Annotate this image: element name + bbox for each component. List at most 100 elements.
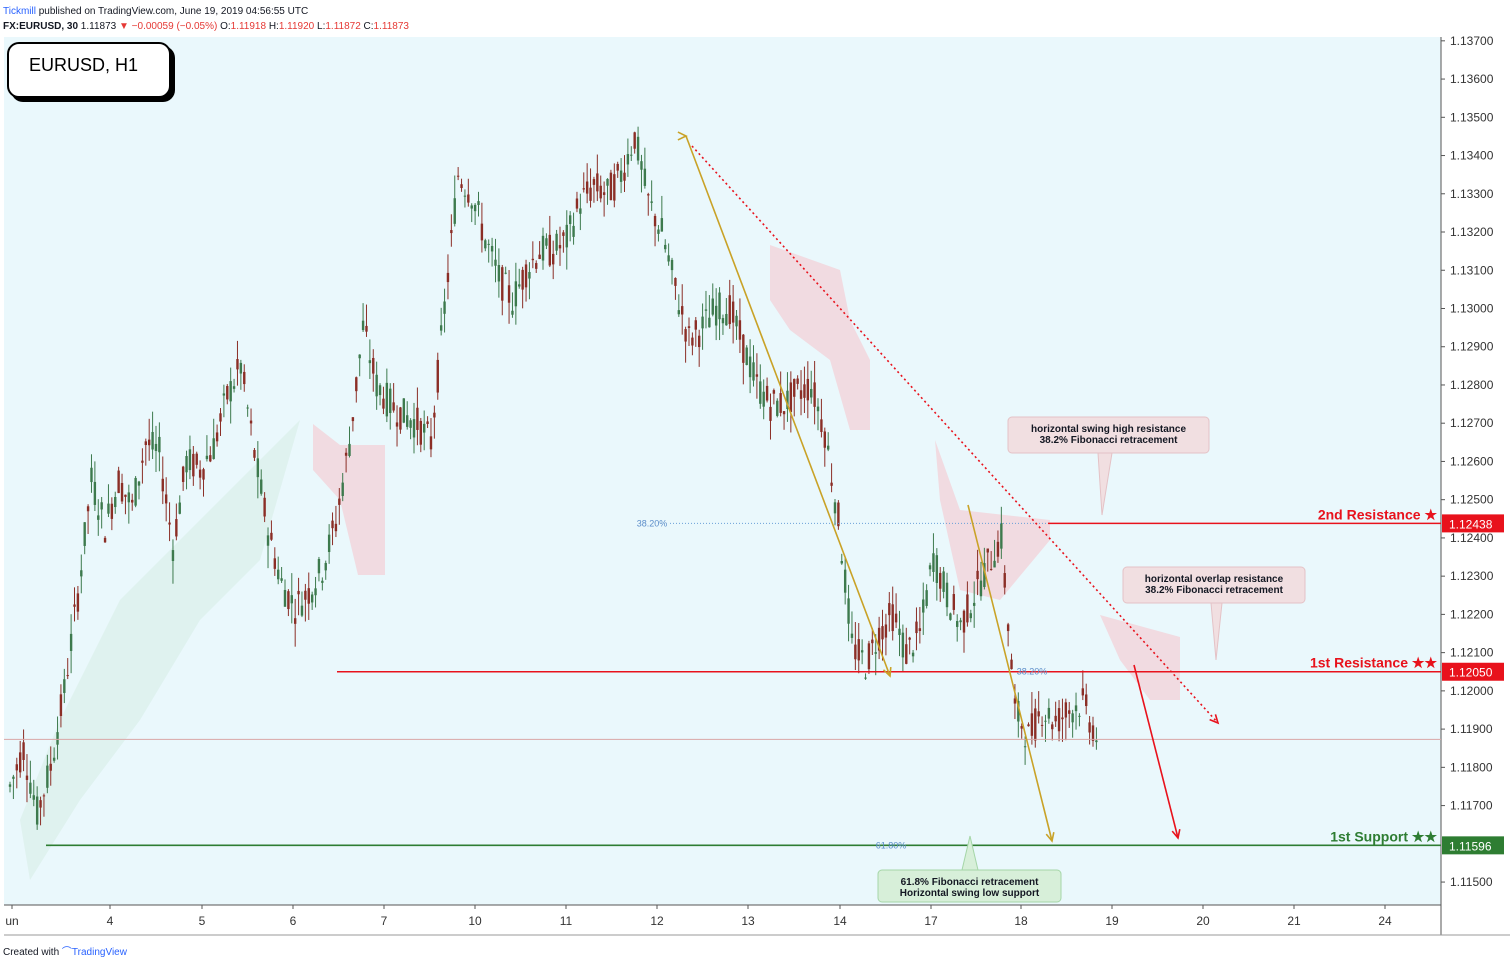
candle-body (358, 354, 361, 359)
candle-body (1040, 724, 1044, 726)
candle-body (511, 310, 514, 315)
support-1-price-badge (1442, 836, 1504, 855)
candle-body (650, 201, 653, 203)
candle-body (728, 295, 731, 325)
x-tick-label: 19 (1105, 914, 1119, 928)
candle-body (504, 272, 507, 274)
ohlc-legend: FX:EURUSD, 30 1.11873 ▼ −0.00059 (−0.05%… (3, 21, 409, 32)
candle-body (932, 553, 935, 572)
fib-label: 61.80% (876, 840, 907, 850)
y-tick-label: 1.13300 (1450, 187, 1494, 201)
publisher-name[interactable]: Tickmill (3, 6, 36, 17)
candle-body (725, 313, 728, 326)
candle-body (891, 604, 894, 632)
candle-body (76, 593, 80, 612)
candle-body (147, 439, 151, 446)
candle-body (552, 253, 555, 265)
candle-body (100, 502, 103, 510)
candle-body (324, 562, 327, 571)
candle-body (260, 479, 263, 494)
candle-body (640, 161, 643, 170)
candle-body (56, 732, 59, 745)
candle-body (253, 450, 256, 458)
resistance-1-label: 1st Resistance ★★ (1310, 655, 1437, 671)
candle-body (752, 362, 755, 381)
y-tick-label: 1.11800 (1450, 760, 1493, 774)
candle-body (103, 537, 107, 543)
candle-body (365, 325, 368, 332)
candle-body (1047, 707, 1051, 719)
candle-body (1057, 708, 1061, 732)
candle-body (484, 240, 487, 249)
projection-arrow-head (1171, 829, 1181, 840)
candle-body (575, 198, 579, 209)
candle-body (456, 175, 460, 177)
candle-body (164, 494, 168, 504)
candle-body (361, 320, 365, 331)
candle-body (175, 519, 178, 537)
x-tick-label: 7 (381, 914, 388, 928)
candle-body (348, 443, 351, 456)
candle-body (630, 154, 633, 156)
candle-body (969, 613, 972, 619)
candle-body (205, 455, 209, 460)
y-tick-label: 1.12600 (1450, 454, 1494, 468)
candle-body (813, 382, 816, 407)
candle-body (355, 377, 358, 392)
candle-body (636, 136, 640, 161)
price-change: −0.00059 (−0.05%) (131, 21, 218, 32)
candle-body (212, 438, 215, 459)
candle-body (860, 650, 864, 653)
candle-body (996, 541, 1000, 557)
candle-body (280, 578, 283, 581)
candle-body (602, 192, 606, 195)
y-tick-label: 1.12100 (1450, 646, 1494, 660)
candle-body (1000, 523, 1003, 549)
candle-body (80, 570, 83, 577)
candle-body (161, 478, 164, 492)
candle-body (46, 765, 49, 788)
candle-body (888, 603, 891, 616)
candle-body (755, 374, 759, 377)
fib-label: 38.20% (637, 518, 668, 528)
candle-body (151, 431, 154, 450)
low-value: 1.11872 (325, 21, 361, 32)
candle-body (609, 172, 613, 201)
candle-body (653, 215, 657, 227)
ticker-label-box: EURUSD, H1 (7, 42, 171, 98)
candle-body (236, 359, 239, 370)
down-arrow-icon: ▼ (118, 21, 129, 32)
candle-body (1061, 717, 1064, 720)
y-tick-label: 1.13700 (1450, 34, 1494, 48)
candle-body (385, 382, 389, 417)
annotation-line-1: horizontal swing high resistance (1031, 424, 1186, 435)
candle-body (395, 422, 399, 427)
projection-arrow (1133, 664, 1179, 839)
fib-arrow-2-head (1045, 832, 1055, 843)
candle-body (195, 453, 198, 465)
candle-body (137, 481, 141, 486)
candle-body (1017, 700, 1020, 722)
candle-body (993, 560, 996, 568)
candle-body (480, 223, 484, 241)
candle-body (277, 569, 280, 580)
tradingview-brand[interactable]: TradingView (71, 947, 127, 958)
candle-body (582, 188, 585, 190)
candle-body (820, 419, 823, 432)
candle-body (15, 764, 18, 771)
candle-body (90, 467, 93, 483)
candle-body (691, 337, 694, 346)
candle-body (915, 621, 918, 634)
candle-body (776, 400, 779, 416)
candle-body (1068, 710, 1071, 714)
candle-body (983, 563, 986, 587)
y-tick-label: 1.12300 (1450, 569, 1494, 583)
candle-body (1027, 724, 1030, 727)
candle-body (178, 502, 181, 514)
candle-body (765, 385, 769, 401)
candle-body (823, 431, 826, 448)
candle-body (1095, 740, 1098, 743)
candle-body (619, 170, 623, 182)
candle-body (266, 535, 270, 546)
